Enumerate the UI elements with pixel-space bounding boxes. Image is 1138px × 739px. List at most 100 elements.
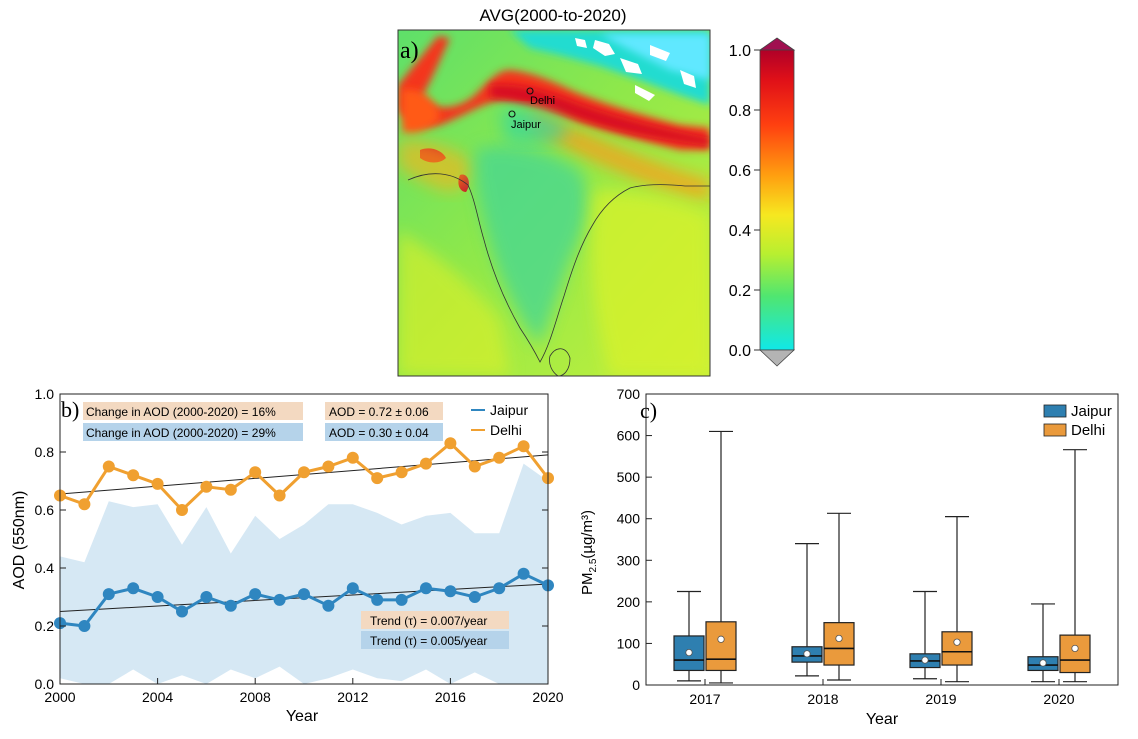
y-tick-label: 600 (617, 428, 641, 444)
annotation-delhi-trend: Trend (τ) = 0.007/year (370, 614, 487, 628)
x-tick-label: 2017 (689, 691, 720, 707)
data-point-delhi (78, 498, 91, 511)
data-point-delhi (493, 451, 506, 464)
data-point-jaipur (249, 588, 262, 601)
box-mean-marker (685, 648, 693, 657)
annotation-box-jaipur-trend (361, 631, 509, 649)
data-point-jaipur (78, 620, 91, 632)
y-tick-label: 200 (617, 594, 641, 610)
annotation-jaipur-trend: Trend (τ) = 0.005/year (370, 634, 487, 648)
aod-map (398, 30, 710, 376)
box-mean-marker (803, 650, 811, 658)
annotation-delhi-aod: AOD = 0.72 ± 0.06 (329, 405, 429, 419)
y-tick-label: 0.6 (35, 502, 55, 518)
pm25-box-chart: 0 100 200 300 400 500 600 700 2017 2018 2019 2020 c… (579, 386, 1119, 728)
data-point-jaipur (224, 599, 237, 612)
x-tick-label: 2008 (240, 689, 271, 705)
variability-band (60, 463, 548, 684)
colorbar-tick-label: 1.0 (729, 43, 751, 60)
map-title: AVG(2000-to-2020) (479, 6, 626, 25)
box-mean-marker (1071, 644, 1079, 653)
data-point-delhi (200, 480, 213, 493)
annotation-box-delhi-change (83, 402, 303, 420)
colorbar-tick-label: 0.4 (729, 223, 751, 240)
y-tick-label: 1.0 (35, 386, 55, 402)
box-mean-marker (717, 635, 725, 643)
y-tick-label: 500 (617, 469, 641, 485)
data-point-delhi (346, 451, 359, 464)
data-point-jaipur (371, 593, 384, 606)
box-jaipur-2017 (673, 590, 705, 682)
data-point-delhi (151, 477, 164, 490)
y-tick-label: 0.2 (35, 618, 55, 634)
legend-label-jaipur-c: Jaipur (1071, 403, 1112, 420)
data-point-jaipur (322, 599, 335, 612)
data-point-delhi (298, 466, 310, 479)
city-marker-icon (526, 87, 534, 95)
plot-frame-b (59, 393, 549, 685)
x-tick-label: 2000 (44, 689, 75, 705)
legend-label-delhi: Delhi (490, 422, 522, 438)
colorbar-min-triangle (758, 349, 796, 367)
data-point-delhi (127, 469, 140, 482)
y-tick-label: 100 (617, 635, 641, 651)
annotation-box-delhi-trend (361, 611, 509, 629)
box-mean-marker (1039, 659, 1047, 667)
colorbar-tick-label: 0.2 (729, 283, 751, 300)
box-jaipur-2020 (1027, 603, 1059, 683)
data-point-jaipur (151, 591, 164, 603)
legend-label-jaipur: Jaipur (490, 402, 528, 418)
box-delhi-2019 (941, 516, 973, 683)
panel-b: 0.0 0.2 0.4 0.6 0.8 1.0 2000 2004 2008 2012 2016 20… (0, 380, 570, 734)
box-mean-marker (921, 656, 929, 664)
data-point-delhi (224, 483, 237, 496)
y-axis-title-c: PM2.5(µg/m³) (579, 510, 599, 595)
annotation-box-delhi-aod (325, 402, 443, 420)
box-mean-marker (953, 638, 961, 646)
city-jaipur: Jaipur (508, 110, 541, 131)
y-axis-title-b: AOD (550nm) (11, 491, 28, 590)
x-tick-label: 2019 (925, 691, 956, 707)
x-axis-title-b: Year (286, 708, 319, 725)
annotation-jaipur-change: Change in AOD (2000-2020) = 29% (86, 426, 276, 440)
city-label-jaipur: Jaipur (511, 119, 541, 131)
annotation-box-jaipur-change (83, 423, 303, 441)
colorbar: 1.0 0.8 0.6 0.4 0.2 0.0 (729, 37, 796, 367)
data-point-jaipur (444, 585, 457, 598)
panel-b-label: b) (61, 397, 79, 422)
colorbar-gradient (759, 49, 795, 351)
data-point-jaipur (493, 582, 506, 595)
data-point-jaipur (346, 582, 359, 595)
panel-c: 0 100 200 300 400 500 600 700 2017 2018 2019 2020 c… (570, 380, 1138, 734)
data-point-jaipur (200, 591, 213, 603)
data-point-jaipur (517, 567, 530, 580)
box-iqr (705, 621, 737, 672)
x-tick-label: 2016 (435, 689, 466, 705)
data-point-jaipur (420, 582, 432, 595)
legend-swatch-delhi-c (1043, 423, 1067, 437)
legend-swatch-jaipur-c (1043, 404, 1067, 418)
x-tick-label: 2020 (1043, 691, 1074, 707)
data-point-jaipur (273, 593, 286, 606)
panel-a: AVG(2000-to-2020) (380, 0, 800, 380)
x-axis-title-c: Year (866, 711, 899, 728)
legend-b: Jaipur Delhi (471, 402, 528, 438)
colorbar-tick-label: 0.8 (729, 103, 751, 120)
data-point-delhi (517, 440, 530, 453)
box-delhi-2018 (823, 512, 855, 681)
map-svg: AVG(2000-to-2020) (397, 6, 796, 377)
plot-frame-c (645, 393, 1119, 686)
data-point-delhi (395, 466, 408, 479)
city-delhi: Delhi (526, 87, 555, 107)
data-point-jaipur (468, 591, 481, 603)
y-tick-label: 400 (617, 511, 641, 527)
svg-text:PM2.5(µg/m³): PM2.5(µg/m³) (579, 510, 599, 595)
legend-label-delhi-c: Delhi (1071, 422, 1105, 439)
data-point-jaipur (395, 593, 408, 606)
panel-a-label: a) (400, 38, 419, 64)
annotation-delhi-change: Change in AOD (2000-2020) = 16% (86, 405, 276, 419)
box-delhi-2017 (705, 430, 737, 684)
panel-c-label: c) (640, 398, 657, 423)
colorbar-tick-label: 0.6 (729, 163, 751, 180)
box-iqr (941, 631, 973, 666)
